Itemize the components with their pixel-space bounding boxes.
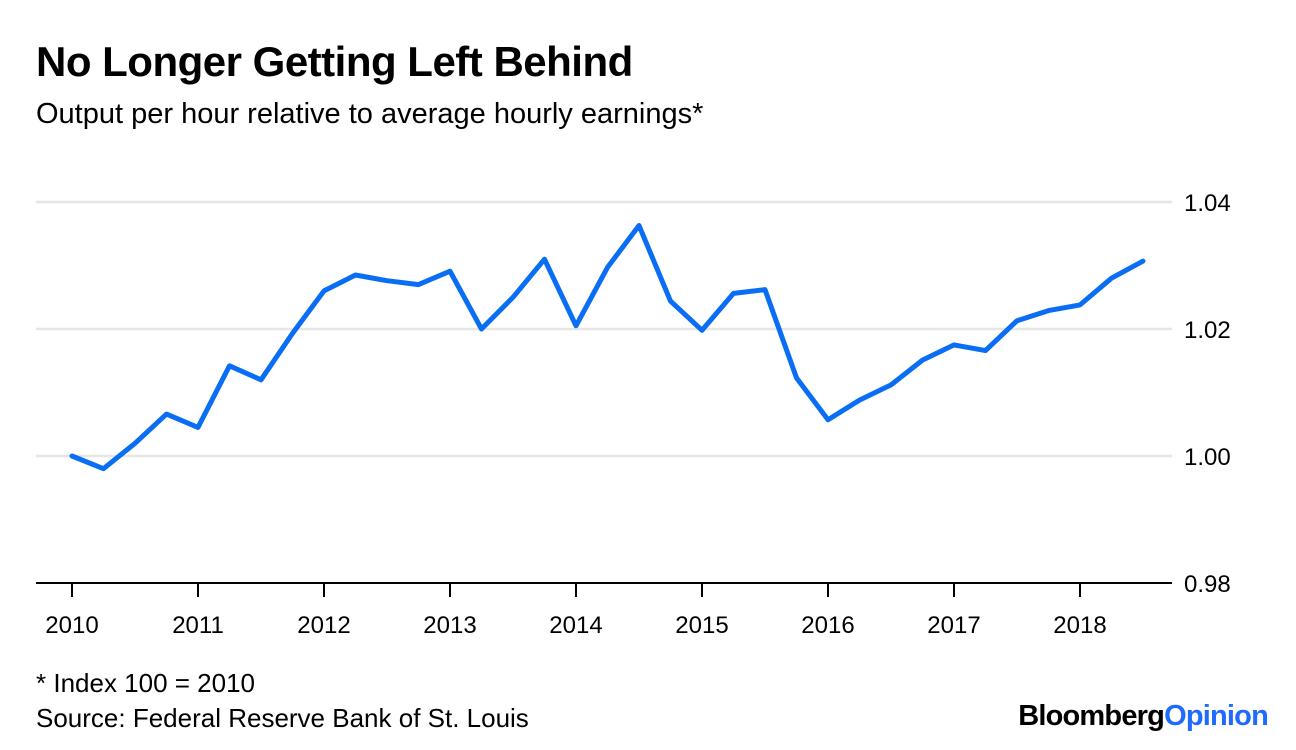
y-tick-label-3: 0.98 (1184, 571, 1231, 598)
series-layer (69, 223, 1146, 472)
series-line-0 (69, 223, 1146, 472)
x-tick-label-1: 2011 (172, 612, 224, 639)
x-tick-labels: 2010 2011 2012 2013 2014 2015 2016 2017 2018 (45, 612, 1106, 639)
y-tick-label-0: 1.04 (1184, 190, 1231, 217)
chart-title: No Longer Getting Left Behind (36, 38, 633, 85)
x-tick-label-6: 2016 (801, 612, 854, 639)
x-tick-label-7: 2017 (927, 612, 980, 639)
y-tick-label-2: 1.00 (1184, 444, 1231, 471)
footnote: * Index 100 = 2010 (36, 668, 256, 698)
x-tick-label-0: 2010 (45, 612, 98, 639)
brand-logo: BloombergOpinion (1018, 700, 1269, 733)
source-note: Source: Federal Reserve Bank of St. Loui… (36, 703, 529, 733)
x-tick-label-2: 2012 (297, 612, 350, 639)
x-tick-label-4: 2014 (549, 612, 602, 639)
chart-subtitle: Output per hour relative to average hour… (36, 98, 704, 130)
y-tick-label-1: 1.02 (1184, 317, 1231, 344)
x-tick-label-5: 2015 (675, 612, 728, 639)
x-tick-label-3: 2013 (423, 612, 476, 639)
x-tick-label-8: 2018 (1053, 612, 1106, 639)
x-axis (36, 582, 1172, 597)
y-tick-labels: 1.04 1.02 1.00 0.98 (1184, 190, 1231, 598)
gridlines (36, 200, 1172, 458)
brand-logo-part2: Opinion (1164, 700, 1269, 732)
brand-logo-part1: Bloomberg (1018, 700, 1165, 732)
